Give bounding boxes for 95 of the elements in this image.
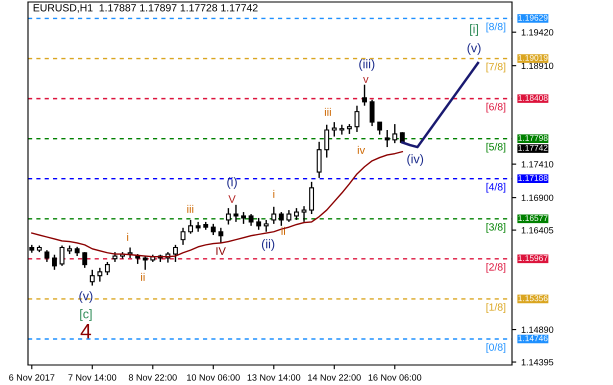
x-tick-label: 8 Nov 22:00 bbox=[128, 374, 177, 381]
y-tick-label: 1.17410 bbox=[522, 161, 554, 168]
candlestick bbox=[188, 219, 194, 234]
candlestick bbox=[234, 204, 238, 223]
y-tick-label: 1.14890 bbox=[522, 326, 554, 333]
x-tick-label: 6 Nov 2017 bbox=[9, 374, 54, 381]
candlestick bbox=[324, 124, 330, 158]
ref-line-label: 1.19629 bbox=[518, 14, 548, 21]
annotation: [0/8] bbox=[486, 343, 506, 353]
candlestick bbox=[392, 123, 398, 144]
candlestick bbox=[377, 121, 382, 136]
annotation: (ii) bbox=[262, 239, 274, 251]
ref-line-label: 1.15356 bbox=[518, 295, 548, 302]
candlestick bbox=[278, 211, 284, 227]
candlestick bbox=[60, 244, 64, 267]
candlestick bbox=[112, 251, 118, 263]
candlestick bbox=[271, 206, 276, 225]
candlestick bbox=[354, 105, 360, 133]
y-tick-label: 1.16405 bbox=[522, 227, 554, 234]
annotation: i bbox=[273, 190, 274, 198]
ref-line-label: 1.16577 bbox=[518, 215, 548, 222]
ref-line-label: 1.19019 bbox=[518, 54, 548, 61]
annotation: 4 bbox=[80, 324, 92, 338]
annotation: [c] bbox=[80, 309, 92, 321]
candlestick bbox=[384, 129, 390, 148]
annotation: [6/8] bbox=[486, 102, 506, 112]
candlestick bbox=[180, 227, 186, 246]
candlestick bbox=[52, 254, 57, 271]
candlestick bbox=[264, 219, 269, 232]
y-tick-label: 1.18910 bbox=[522, 62, 554, 70]
x-tick-label: 7 Nov 14:00 bbox=[68, 374, 116, 381]
ref-line-label: 1.17798 bbox=[518, 135, 548, 141]
chart-title: EURUSD,H1 1.17887 1.17897 1.17728 1.17742 bbox=[34, 4, 258, 13]
candlestick bbox=[210, 223, 216, 236]
candlestick bbox=[248, 213, 254, 227]
candlestick bbox=[339, 124, 344, 136]
candlestick bbox=[226, 207, 231, 226]
x-tick-label: 16 Nov 06:00 bbox=[368, 374, 422, 381]
annotation: [4/8] bbox=[486, 182, 506, 193]
annotation: [8/8] bbox=[486, 22, 506, 32]
candlestick bbox=[104, 261, 110, 276]
candlestick bbox=[135, 253, 140, 265]
y-tick-label: 1.14395 bbox=[522, 359, 554, 366]
annotation: iv bbox=[358, 146, 366, 154]
candlestick bbox=[362, 84, 367, 106]
candlestick bbox=[44, 249, 50, 263]
candlestick bbox=[128, 246, 133, 259]
candlestick bbox=[370, 99, 375, 127]
annotation: i bbox=[127, 232, 128, 241]
ref-line-label: 1.18408 bbox=[518, 94, 548, 101]
y-tick-label: 1.19420 bbox=[522, 29, 554, 36]
candlestick bbox=[173, 244, 178, 263]
line-series bbox=[401, 62, 480, 148]
candlestick bbox=[142, 255, 148, 271]
ref-line-label: 1.17188 bbox=[518, 175, 548, 181]
x-tick-label: 13 Nov 14:00 bbox=[248, 374, 300, 381]
annotation: (iv) bbox=[407, 154, 424, 166]
annotation: [1/8] bbox=[486, 303, 506, 313]
candlestick bbox=[97, 267, 102, 282]
candlestick bbox=[294, 207, 299, 221]
annotation: (iii) bbox=[359, 59, 374, 71]
candlestick bbox=[346, 123, 352, 135]
candlestick bbox=[316, 141, 322, 179]
x-tick-label: 10 Nov 06:00 bbox=[187, 374, 240, 381]
annotation: [7/8] bbox=[486, 62, 506, 72]
annotation: [i] bbox=[470, 24, 478, 36]
ref-line-label: 1.14746 bbox=[518, 335, 548, 342]
candlestick bbox=[256, 217, 262, 230]
candlestick bbox=[196, 221, 201, 232]
ref-line-label: 1.15967 bbox=[518, 255, 548, 262]
candlestick bbox=[286, 209, 292, 223]
annotation: ii bbox=[282, 226, 286, 235]
candlestick bbox=[74, 246, 80, 257]
candlestick bbox=[218, 227, 224, 244]
annotation: (v) bbox=[468, 43, 481, 55]
candlestick bbox=[241, 211, 246, 225]
annotation: (i) bbox=[227, 177, 237, 189]
annotation: [5/8] bbox=[486, 142, 506, 153]
annotation: iii bbox=[187, 204, 194, 213]
annotation: [3/8] bbox=[486, 222, 506, 233]
x-tick-label: 14 Nov 22:00 bbox=[308, 374, 361, 381]
candlestick bbox=[309, 181, 314, 215]
candlestick bbox=[332, 121, 337, 138]
annotation: [2/8] bbox=[486, 263, 506, 273]
candlestick bbox=[82, 251, 88, 269]
candlestick bbox=[90, 269, 95, 286]
annotation: iii bbox=[324, 108, 331, 116]
annotation: IV bbox=[216, 247, 226, 255]
y-tick-label: 1.16900 bbox=[522, 194, 554, 201]
annotation: (v) bbox=[79, 291, 92, 303]
annotation: V bbox=[228, 195, 236, 203]
annotation: ii bbox=[141, 272, 145, 281]
annotation: v bbox=[363, 77, 369, 83]
candlestick bbox=[302, 205, 306, 223]
text: 1.17742 bbox=[518, 144, 548, 151]
